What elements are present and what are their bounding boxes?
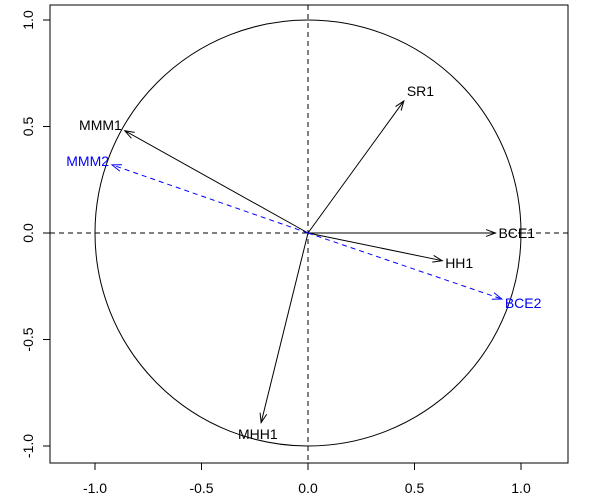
vector-mmm2: MMM2 <box>66 153 309 234</box>
vector-arrowhead <box>110 164 123 172</box>
vector-bce2: BCE2 <box>307 232 542 311</box>
vector-label: MHH1 <box>238 426 278 442</box>
vector-arrowhead <box>432 255 444 263</box>
vector-label: SR1 <box>407 83 434 99</box>
vector-bce1: BCE1 <box>308 225 535 241</box>
vector-arrowhead <box>259 412 268 424</box>
vector-line <box>307 100 405 234</box>
y-tick-label: 1.0 <box>20 10 36 30</box>
plot-frame <box>49 4 569 464</box>
vector-label: BCE1 <box>498 225 535 241</box>
y-tick-label: -1.0 <box>20 434 36 458</box>
vectors-layer: SR1 MMM1 BCE1 HH1 MHH1 MMM2 BCE2 <box>66 83 541 442</box>
vector-line <box>111 164 309 234</box>
x-tick-label: -0.5 <box>189 480 213 496</box>
vector-arrowhead <box>491 292 504 300</box>
x-tick-label: -1.0 <box>83 480 107 496</box>
vector-mhh1: MHH1 <box>238 232 309 442</box>
x-tick-label: 0.0 <box>298 480 318 496</box>
vector-arrowhead <box>485 229 497 237</box>
vector-line <box>124 130 309 234</box>
vector-sr1: SR1 <box>307 83 434 234</box>
vector-label: MMM2 <box>66 153 109 169</box>
y-tick-label: 0.5 <box>20 117 36 137</box>
vector-hh1: HH1 <box>307 232 473 271</box>
y-tick-label: -0.5 <box>20 327 36 351</box>
vector-line <box>307 232 502 300</box>
axis-ticks: -1.0 -0.5 0.0 0.5 1.0 -1.0 -0.5 0.0 0.5 1.0 <box>20 10 531 496</box>
vector-mmm1: MMM1 <box>79 117 309 234</box>
vector-arrowhead <box>123 130 135 139</box>
vector-label: BCE2 <box>505 295 542 311</box>
vector-line <box>260 232 309 423</box>
x-tick-label: 0.5 <box>405 480 425 496</box>
vector-line <box>307 232 443 262</box>
vector-label: HH1 <box>445 255 473 271</box>
x-tick-label: 1.0 <box>511 480 531 496</box>
vector-label: MMM1 <box>79 117 122 133</box>
y-tick-label: 0.0 <box>20 223 36 243</box>
vector-arrowhead <box>395 99 405 111</box>
